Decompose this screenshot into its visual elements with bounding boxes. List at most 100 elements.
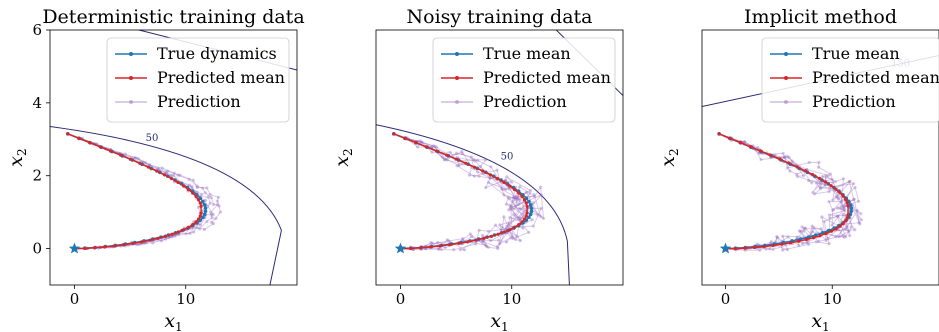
true-point [849,206,854,210]
prediction-point [538,185,543,189]
prediction-point [824,238,828,242]
prediction-point [756,145,760,150]
prediction-point [527,230,531,234]
mean-point [140,240,144,244]
prediction-point [510,235,515,239]
prediction-point [504,224,509,229]
x-tick-label: 10 [502,290,521,308]
prediction-point [842,205,846,209]
prediction-point [500,187,504,192]
prediction-point [852,198,856,202]
prediction-point [845,225,849,229]
axes-frame [49,29,298,286]
prediction-point [485,244,489,249]
prediction-point [539,215,543,219]
y-tick-label: 2 [32,167,42,185]
true-point [202,203,207,207]
prediction-point [206,195,210,199]
prediction-point [816,239,821,244]
prediction-point [781,151,785,155]
prediction-point [857,221,861,225]
prediction-point [195,184,199,188]
true-point [528,203,533,207]
prediction-point [805,241,809,245]
prediction-point [443,158,447,162]
prediction-point [783,155,787,160]
prediction-point [807,160,811,165]
prediction-point [755,242,759,246]
prediction-point [192,230,196,234]
prediction-point [202,227,207,231]
prediction-point [844,234,848,239]
prediction-point [455,164,459,168]
prediction-point [460,152,464,156]
prediction-point [521,204,526,209]
mean-point [517,222,521,227]
prediction-point [782,154,787,159]
legend-label: Prediction [157,92,241,111]
prediction-point [842,207,846,211]
mean-point [454,157,458,161]
legend-marker [784,100,788,104]
legend-marker [129,76,133,80]
true-point [203,206,208,210]
prediction-point [499,228,503,232]
prediction-point [848,234,852,238]
mean-point [138,161,142,165]
prediction-point [439,247,444,252]
prediction-point [195,185,199,190]
prediction-point [504,240,509,244]
prediction-point [469,235,474,239]
x-axis-label: x1 [164,310,182,332]
prediction-point [478,164,482,169]
prediction-point [759,157,763,162]
mean-point [438,244,442,248]
prediction-point [507,208,511,212]
prediction-point [841,212,845,216]
mean-point [824,231,828,236]
prediction-point [853,185,857,190]
contour-label: 50 [501,151,514,162]
prediction-point [833,180,837,184]
mean-point [182,228,186,232]
legend-label: Prediction [483,92,567,111]
mean-point [408,246,413,250]
prediction-point [452,248,456,252]
legend: True mean Predicted mean Prediction [761,37,939,123]
mean-point [474,238,478,242]
prediction-point [211,203,216,207]
prediction-point [209,210,213,215]
prediction-point [775,236,780,240]
prediction-point [217,204,221,208]
prediction-point [123,152,128,156]
start-star-icon [68,242,81,254]
prediction-point [803,226,807,230]
prediction-point [184,232,188,236]
prediction-point [811,190,815,195]
prediction-point [518,239,522,243]
prediction-point [539,206,543,210]
mean-point [481,169,485,173]
mean-point [778,157,782,161]
prediction-point [831,180,835,185]
prediction-point [209,220,214,224]
mean-point [191,222,195,227]
prediction-point [853,228,857,232]
panel-2: 50 0 10 Noisy training data x1 x2 True mean Pre… [331,6,624,332]
prediction-point [436,240,440,245]
plot-area: 50 [50,30,297,285]
prediction-point [518,198,522,202]
prediction-point [786,235,790,239]
prediction-point [847,229,851,233]
mean-point [525,204,529,208]
legend-label: Predicted mean [483,68,611,87]
panel-title: Noisy training data [407,6,593,28]
prediction-point [137,242,141,246]
mean-point [424,145,428,149]
x-tick-label: 0 [396,290,406,308]
prediction-point [210,216,214,220]
y-axis-label: x2 [331,148,355,166]
mean-point [199,204,203,208]
prediction-point [743,140,747,144]
y-tick-label: 4 [32,94,42,112]
